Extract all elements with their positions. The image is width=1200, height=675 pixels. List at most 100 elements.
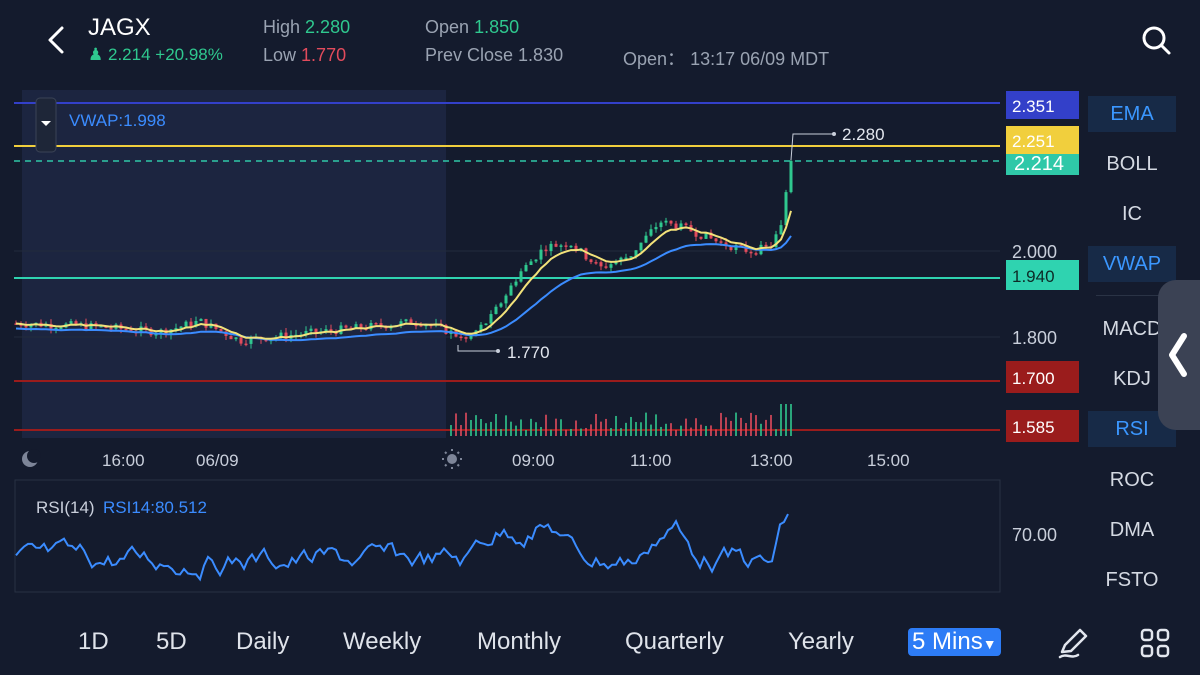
candle [464,337,468,339]
volume-bars [450,404,792,436]
search-icon[interactable] [1140,24,1172,56]
volume-bar [505,415,507,436]
timeframe-weekly[interactable]: Weekly [343,628,422,655]
vwap-line [15,235,792,342]
timeframe-1d[interactable]: 1D [78,628,109,655]
volume-bar [660,426,662,436]
volume-bar [520,419,522,436]
candle [514,281,518,286]
candle [669,220,673,224]
candle [494,306,498,315]
back-arrow-icon[interactable] [42,22,72,58]
volume-bar [790,404,792,436]
candle [684,223,688,226]
rsi-panel [14,479,1001,593]
volume-bar [455,413,457,436]
timeframe-quarterly[interactable]: Quarterly [625,628,724,655]
candle [644,235,648,243]
volume-bar [595,413,597,436]
indicator-ic[interactable]: IC [1122,203,1142,225]
volume-bar [710,425,712,436]
dropdown-icon [41,121,51,126]
indicator-dma[interactable]: DMA [1109,519,1155,541]
candle [549,243,553,252]
volume-bar [585,427,587,436]
candle [674,223,678,230]
high-annotation: 2.280 [842,125,885,144]
candle [399,321,403,326]
candle [404,319,408,322]
moon-icon [22,449,41,467]
price-chart[interactable]: VWAP:1.998 2.280 1.770 2.000 1.800 2.351… [0,88,1088,608]
volume-bar [755,415,757,436]
candle [559,245,563,247]
high-annotation-dot [832,132,836,136]
volume-bar [610,428,612,436]
pen-icon[interactable] [1056,626,1090,660]
candle [154,334,158,336]
timeframe-5d[interactable]: 5D [156,628,187,655]
candle [504,295,508,304]
candle [649,229,653,236]
candle [24,325,28,328]
indicator-rsi[interactable]: RSI [1088,411,1176,447]
low-annotation-dot [496,349,500,353]
candle [59,327,63,330]
candle [229,335,233,340]
indicator-kdj[interactable]: KDJ [1113,368,1151,390]
volume-bar [475,415,477,436]
volume-bar [735,412,737,436]
chevron-left-icon [1169,333,1187,377]
svg-text:1.940: 1.940 [1012,267,1055,286]
candle [144,326,148,329]
change-percent: +20.98% [155,45,223,64]
volume-bar [565,429,567,436]
candle [444,324,448,335]
time-label-1500: 15:00 [867,451,910,470]
candle [574,245,578,250]
grid-icon[interactable] [1140,628,1170,658]
candle [329,329,333,332]
volume-bar [740,417,742,436]
volume-bar [770,414,772,436]
svg-text:2.214: 2.214 [1014,153,1064,175]
candle [409,319,413,325]
candle [534,259,538,262]
indicator-fsto[interactable]: FSTO [1105,569,1159,591]
volume-bar [635,422,637,436]
rsi-tick-70: 70.00 [1012,525,1057,545]
indicator-ema[interactable]: EMA [1088,96,1176,132]
candle [764,244,768,247]
indicator-macd[interactable]: MACD [1102,318,1162,340]
candle [679,223,683,230]
candle [529,261,533,266]
candle [634,250,638,257]
high-label: High [263,17,301,37]
candle [469,334,473,339]
volume-bar [480,419,482,436]
candle [709,232,713,239]
volume-bar [470,419,472,436]
sidebar-collapse-tab[interactable] [1158,280,1200,430]
timeframe-yearly[interactable]: Yearly [788,628,854,655]
candle [209,323,213,328]
low-label: Low [263,45,297,65]
candle [194,320,198,327]
volume-bar [555,418,557,436]
candle [584,248,588,260]
sun-icon [442,449,462,469]
indicator-boll[interactable]: BOLL [1106,153,1158,175]
candle [109,328,113,330]
candle [204,318,208,328]
indicator-roc[interactable]: ROC [1109,469,1155,491]
price-tag-1700: 1.700 [1006,361,1079,393]
svg-text:2.351: 2.351 [1012,97,1055,116]
open-value: 1.850 [474,17,520,37]
candle [484,323,488,326]
high-value: 2.280 [305,17,351,37]
timeframe-daily[interactable]: Daily [236,628,290,655]
timeframe-5mins[interactable]: 5 Mins▼ [908,628,1001,656]
timeframe-monthly[interactable]: Monthly [477,628,562,655]
indicator-vwap[interactable]: VWAP [1088,246,1176,282]
candle [539,249,543,260]
